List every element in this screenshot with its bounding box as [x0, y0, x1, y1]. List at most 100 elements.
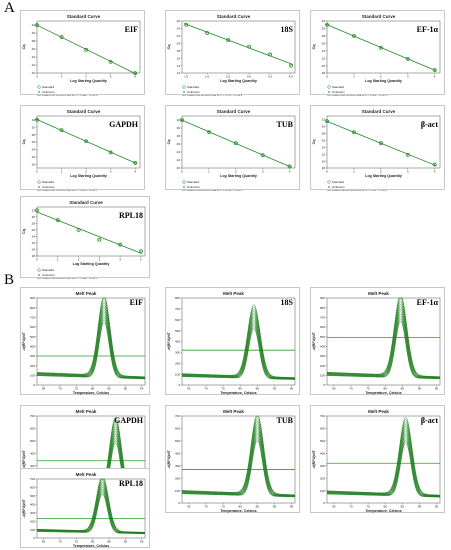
- y-tick-label: 12: [177, 71, 181, 75]
- data-point: [326, 23, 330, 27]
- y-tick-label: 26: [32, 140, 36, 144]
- chart-title: Standard Curve: [217, 109, 251, 114]
- chart-svg: Standard Curve 18 20 22 24 26 28 30 32 0 1 2 3 4 Log S…: [312, 14, 441, 96]
- x-tick-label: 1.5: [184, 75, 189, 79]
- x-tick-label: 95: [140, 540, 144, 544]
- y-tick-label: 24: [32, 55, 36, 59]
- legend-standard-marker: [182, 180, 186, 184]
- y-tick-label: 700: [175, 414, 180, 418]
- x-tick-label: 0: [326, 75, 328, 79]
- y-axis-label: -d(RFU)/dT: [22, 498, 26, 517]
- x-tick-label: 95: [435, 387, 439, 391]
- x-axis-label: Log Starting Quantity: [70, 174, 107, 178]
- y-tick-label: 0: [178, 501, 180, 505]
- chart-title: Standard Curve: [217, 14, 251, 19]
- legend-fit-label: SYBR E=98.2% R^2=0.998 Slope=-3.364 y-in…: [332, 95, 388, 96]
- panel-label-b: B: [4, 272, 15, 288]
- y-tick-label: 28: [322, 132, 326, 136]
- x-tick-label: 0: [326, 170, 328, 174]
- y-axis-label: Cq: [312, 45, 316, 50]
- x-tick-label: 70: [58, 387, 62, 391]
- y-tick-label: 20: [322, 64, 326, 68]
- y-tick-label: 600: [320, 325, 325, 329]
- melt-curve: [181, 425, 296, 497]
- y-axis-label: Cq: [22, 229, 26, 234]
- y-tick-label: 700: [30, 477, 35, 481]
- legend-fit-label: SYBR E=97.4% R^2=0.997 Slope=-3.386 y-in…: [42, 95, 98, 96]
- y-tick-label: 26: [32, 47, 36, 51]
- legend-standard-marker: [37, 85, 41, 89]
- gene-label: β-act: [420, 416, 438, 425]
- melt-curve: [326, 423, 441, 496]
- melt-curve: [181, 416, 296, 496]
- legend-unknown-marker: [37, 273, 41, 277]
- y-tick-label: 300: [175, 351, 180, 355]
- legend-unknown-marker: [37, 185, 41, 189]
- y-tick-label: 30: [177, 126, 181, 130]
- melt-curve: [326, 299, 441, 378]
- data-point: [85, 48, 89, 52]
- melt-curve: [326, 430, 441, 497]
- melt-curve: [181, 432, 296, 497]
- x-tick-label: 2.0: [205, 75, 210, 79]
- x-tick-label: 2: [78, 258, 80, 262]
- y-tick-label: 900: [30, 296, 35, 300]
- y-tick-label: 700: [320, 414, 325, 418]
- x-tick-label: 3.5: [268, 75, 273, 79]
- legend-standard-marker: [37, 268, 41, 272]
- y-axis-label: Cq: [312, 140, 316, 145]
- x-tick-label: 80: [384, 387, 388, 391]
- x-tick-label: 90: [124, 540, 128, 544]
- plot-area: [181, 297, 296, 386]
- y-tick-label: 24: [177, 150, 181, 154]
- melt-curve: [326, 432, 441, 497]
- legend-standard-label: Standard: [42, 268, 55, 272]
- y-tick-label: 400: [30, 502, 35, 506]
- x-tick-label: 95: [290, 387, 294, 391]
- data-point: [234, 142, 238, 146]
- y-tick-label: 100: [320, 374, 325, 378]
- x-tick-label: 65: [332, 505, 336, 509]
- x-tick-label: 75: [75, 387, 79, 391]
- x-axis-label: Log Starting Quantity: [220, 79, 257, 83]
- melt-peak-panel: Melt Peak 0 100 200 300 400 500 600 700 800 900 65 7…: [20, 287, 150, 395]
- standard-curve-panel: Standard Curve 20 22 24 26 28 30 32 0 1 2 3 4 Log Sta…: [20, 105, 145, 191]
- x-tick-label: 80: [384, 505, 388, 509]
- legend-standard-marker: [327, 180, 331, 184]
- x-tick-label: 4: [119, 258, 121, 262]
- x-axis-label: Temperature, Celsius: [220, 391, 256, 395]
- x-axis-label: Temperature, Celsius: [365, 509, 401, 513]
- y-tick-label: 24: [322, 145, 326, 149]
- data-point: [269, 53, 272, 57]
- y-tick-label: 600: [30, 486, 35, 490]
- y-tick-label: 200: [320, 476, 325, 480]
- x-axis-label: Temperature, Celsius: [365, 391, 401, 395]
- y-tick-label: 400: [30, 451, 35, 455]
- y-tick-label: 30: [322, 27, 326, 31]
- x-tick-label: 1: [57, 258, 59, 262]
- y-tick-label: 18: [322, 166, 326, 170]
- y-tick-label: 20: [32, 162, 36, 166]
- y-tick-label: 500: [175, 439, 180, 443]
- x-tick-label: 4: [289, 170, 291, 174]
- chart-svg: Standard Curve 12 14 16 18 20 22 24 26 1.5 2.0 2.5 3…: [167, 14, 296, 96]
- x-tick-label: 3: [262, 170, 264, 174]
- melt-curve: [326, 297, 441, 377]
- y-tick-label: 18: [322, 71, 326, 75]
- y-axis-label: -d(RFU)/dT: [167, 331, 171, 350]
- y-tick-label: 24: [32, 235, 36, 239]
- y-tick-label: 28: [32, 39, 36, 43]
- x-tick-label: 0: [36, 258, 38, 262]
- y-tick-label: 600: [320, 427, 325, 431]
- y-tick-label: 0: [33, 383, 35, 387]
- x-tick-label: 0: [36, 75, 38, 79]
- y-tick-label: 600: [30, 427, 35, 431]
- x-tick-label: 1: [353, 75, 355, 79]
- data-point: [353, 131, 356, 135]
- x-tick-label: 65: [42, 540, 46, 544]
- data-point: [60, 35, 64, 39]
- legend-standard-marker: [327, 85, 331, 89]
- y-tick-label: 500: [320, 439, 325, 443]
- chart-title: Melt Peak: [76, 409, 97, 414]
- standard-curve-panel: Standard Curve 18 20 22 24 26 28 30 32 0 1 2 3 4 Log S…: [310, 10, 445, 96]
